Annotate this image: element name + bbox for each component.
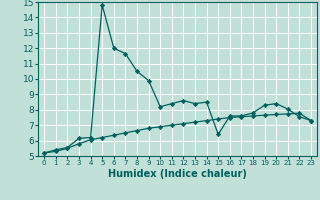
X-axis label: Humidex (Indice chaleur): Humidex (Indice chaleur) bbox=[108, 169, 247, 179]
